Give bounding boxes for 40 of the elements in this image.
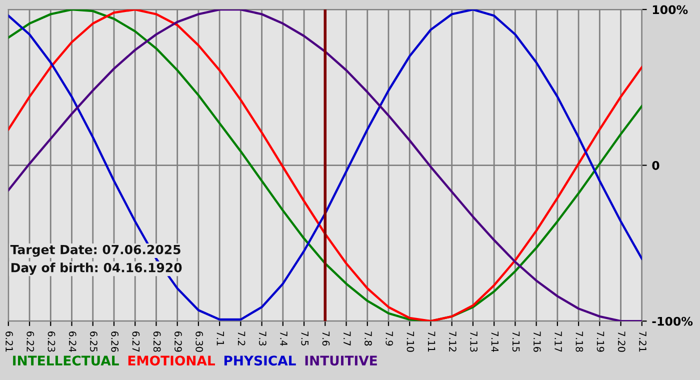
x-tick-label: 6.27 [132,332,140,352]
x-tick-label: 7.16 [533,332,541,352]
x-tick-label: 7.12 [449,332,456,352]
x-tick-label: 6.30 [196,332,203,352]
x-tick-label: 7.5 [301,332,308,346]
x-tick-label: 6.29 [174,332,182,352]
x-tick-label: 7.9 [386,332,394,346]
x-tick-label: 7.10 [406,332,414,352]
annotation: Day of birth: 04.16.1920 [11,262,182,275]
annotation: Target Date: 07.06.2025 [10,244,180,257]
x-tick-label: 7.2 [238,332,246,346]
x-tick-label: 7.3 [258,332,266,346]
x-tick-label: 7.19 [596,332,604,352]
x-tick-label: 7.17 [554,332,562,352]
x-tick-label: 6.26 [111,332,119,352]
x-tick-label: 7.1 [216,332,224,346]
y-tick-label: 100% [652,5,688,14]
x-tick-label: 7.6 [322,332,330,346]
text: PHYSICAL [224,356,296,366]
text: EMOTIONAL [128,356,215,366]
y-tick-label: -100% [652,316,693,326]
x-tick-label: 6.24 [68,332,76,352]
x-tick-label: 6.23 [48,332,56,352]
x-tick-label: 6.22 [26,332,34,352]
x-tick-label: 7.14 [491,332,498,352]
x-tick-label: 7.18 [576,332,584,352]
x-tick-label: 7.20 [618,332,626,352]
text: INTUITIVE [305,356,377,366]
x-tick-label: 7.8 [364,332,372,346]
x-tick-label: 7.13 [470,332,478,352]
x-tick-label: 6.25 [90,332,98,352]
x-tick-label: 6.21 [6,332,13,352]
y-tick-label: 0 [652,161,660,170]
x-tick-label: 7.11 [428,332,436,352]
x-tick-label: 7.4 [280,332,288,346]
x-tick-label: 7.15 [512,332,520,352]
x-tick-label: 7.7 [344,332,351,346]
x-tick-label: 7.21 [639,332,646,352]
x-tick-label: 6.28 [153,332,161,352]
text: INTELLECTUAL [13,356,119,366]
